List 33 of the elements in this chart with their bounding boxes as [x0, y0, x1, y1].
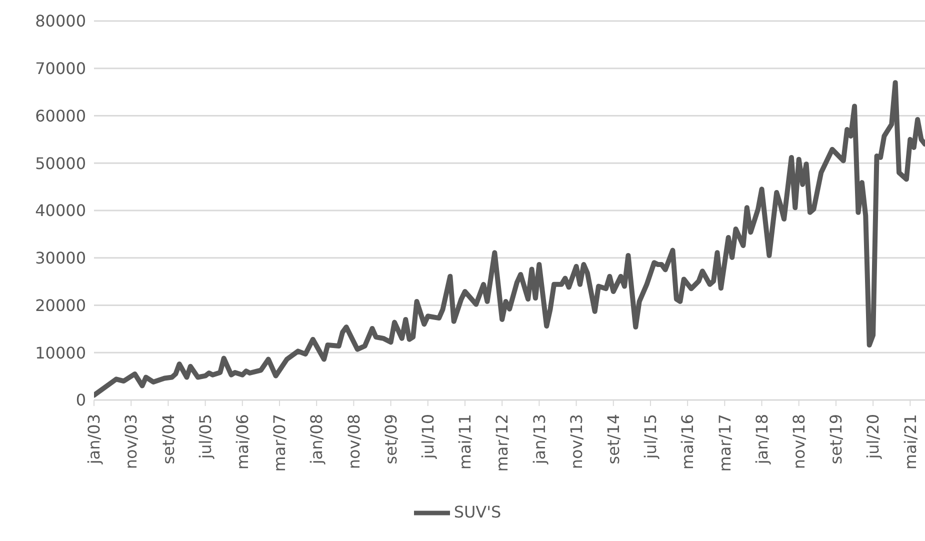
y-tick-label: 20000 [35, 296, 86, 315]
x-tick-label: mai/11 [456, 414, 475, 470]
y-tick-label: 80000 [35, 12, 86, 31]
x-tick-label: mai/16 [678, 414, 698, 470]
x-tick-label: set/14 [604, 414, 623, 464]
x-tick-label: set/04 [158, 414, 178, 464]
x-tick-label: mar/17 [715, 414, 734, 472]
x-tick-label: jul/15 [641, 414, 660, 460]
y-tick-label: 0 [76, 390, 86, 410]
x-tick-label: set/09 [381, 414, 400, 464]
x-tick-label: jan/03 [84, 414, 104, 466]
x-tick-label: mar/12 [492, 414, 512, 472]
x-tick-label: mai/21 [900, 414, 920, 470]
y-tick-label: 40000 [35, 201, 86, 220]
x-tick-label: nov/18 [789, 414, 808, 470]
y-tick-label: 70000 [35, 59, 86, 78]
x-tick-label: jul/10 [418, 414, 438, 460]
y-tick-label: 30000 [35, 248, 86, 268]
x-tick-label: mai/06 [232, 414, 252, 470]
x-tick-label: jan/08 [307, 414, 326, 466]
x-tick-label: mar/07 [270, 414, 290, 472]
x-tick-label: jan/13 [530, 414, 549, 466]
y-tick-label: 60000 [35, 106, 86, 126]
legend-label: SUV'S [454, 502, 502, 522]
x-tick-label: nov/03 [122, 414, 141, 470]
x-tick-label: set/19 [826, 414, 846, 464]
x-tick-label: jul/05 [196, 414, 215, 460]
x-tick-label: nov/08 [344, 414, 364, 470]
x-tick-label: jul/20 [864, 414, 883, 460]
x-tick-label: nov/13 [566, 414, 586, 470]
y-tick-label: 10000 [35, 343, 86, 362]
y-tick-label: 50000 [35, 154, 86, 173]
x-tick-label: jan/18 [752, 414, 772, 466]
